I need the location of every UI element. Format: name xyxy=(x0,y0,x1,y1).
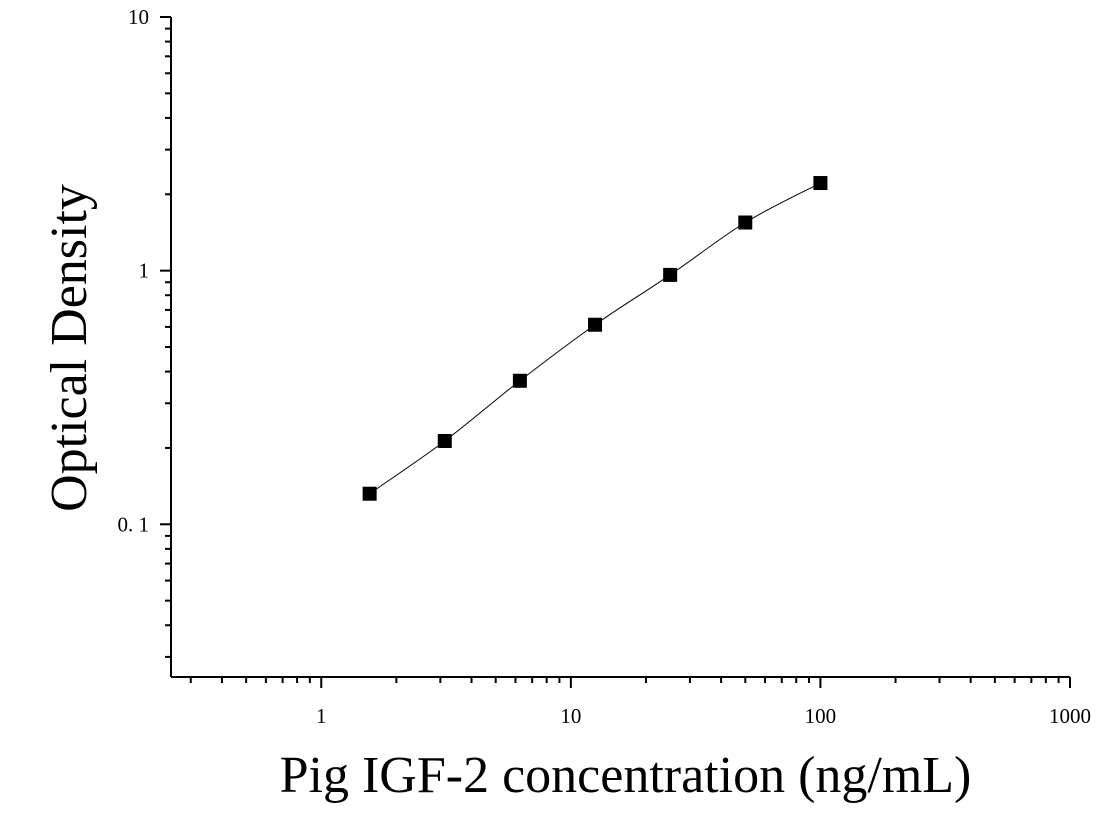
y-tick-label: 10 xyxy=(128,5,149,29)
x-tick-label: 10 xyxy=(560,704,581,728)
x-tick-label: 1 xyxy=(316,704,327,728)
data-point xyxy=(663,267,678,282)
x-tick-labels: 1 10 100 1000 xyxy=(316,704,1091,728)
fit-curve xyxy=(369,182,821,495)
data-point xyxy=(512,373,527,388)
x-axis-title: Pig IGF-2 concentration (ng/mL) xyxy=(280,747,972,804)
y-ticks xyxy=(160,16,171,658)
y-tick-labels: 0. 1 1 10 xyxy=(118,5,150,536)
x-tick-label: 1000 xyxy=(1049,704,1091,728)
y-tick-label: 0. 1 xyxy=(118,512,150,536)
axes xyxy=(170,17,1070,678)
data-point xyxy=(588,317,603,332)
y-tick-label: 1 xyxy=(139,259,150,283)
y-axis-title: Optical Density xyxy=(41,184,98,512)
x-tick-label: 100 xyxy=(805,704,837,728)
x-ticks xyxy=(189,677,1071,688)
data-point xyxy=(738,215,753,230)
data-point xyxy=(813,176,828,191)
data-point xyxy=(362,486,377,501)
data-point xyxy=(437,433,452,448)
data-markers xyxy=(362,176,828,501)
